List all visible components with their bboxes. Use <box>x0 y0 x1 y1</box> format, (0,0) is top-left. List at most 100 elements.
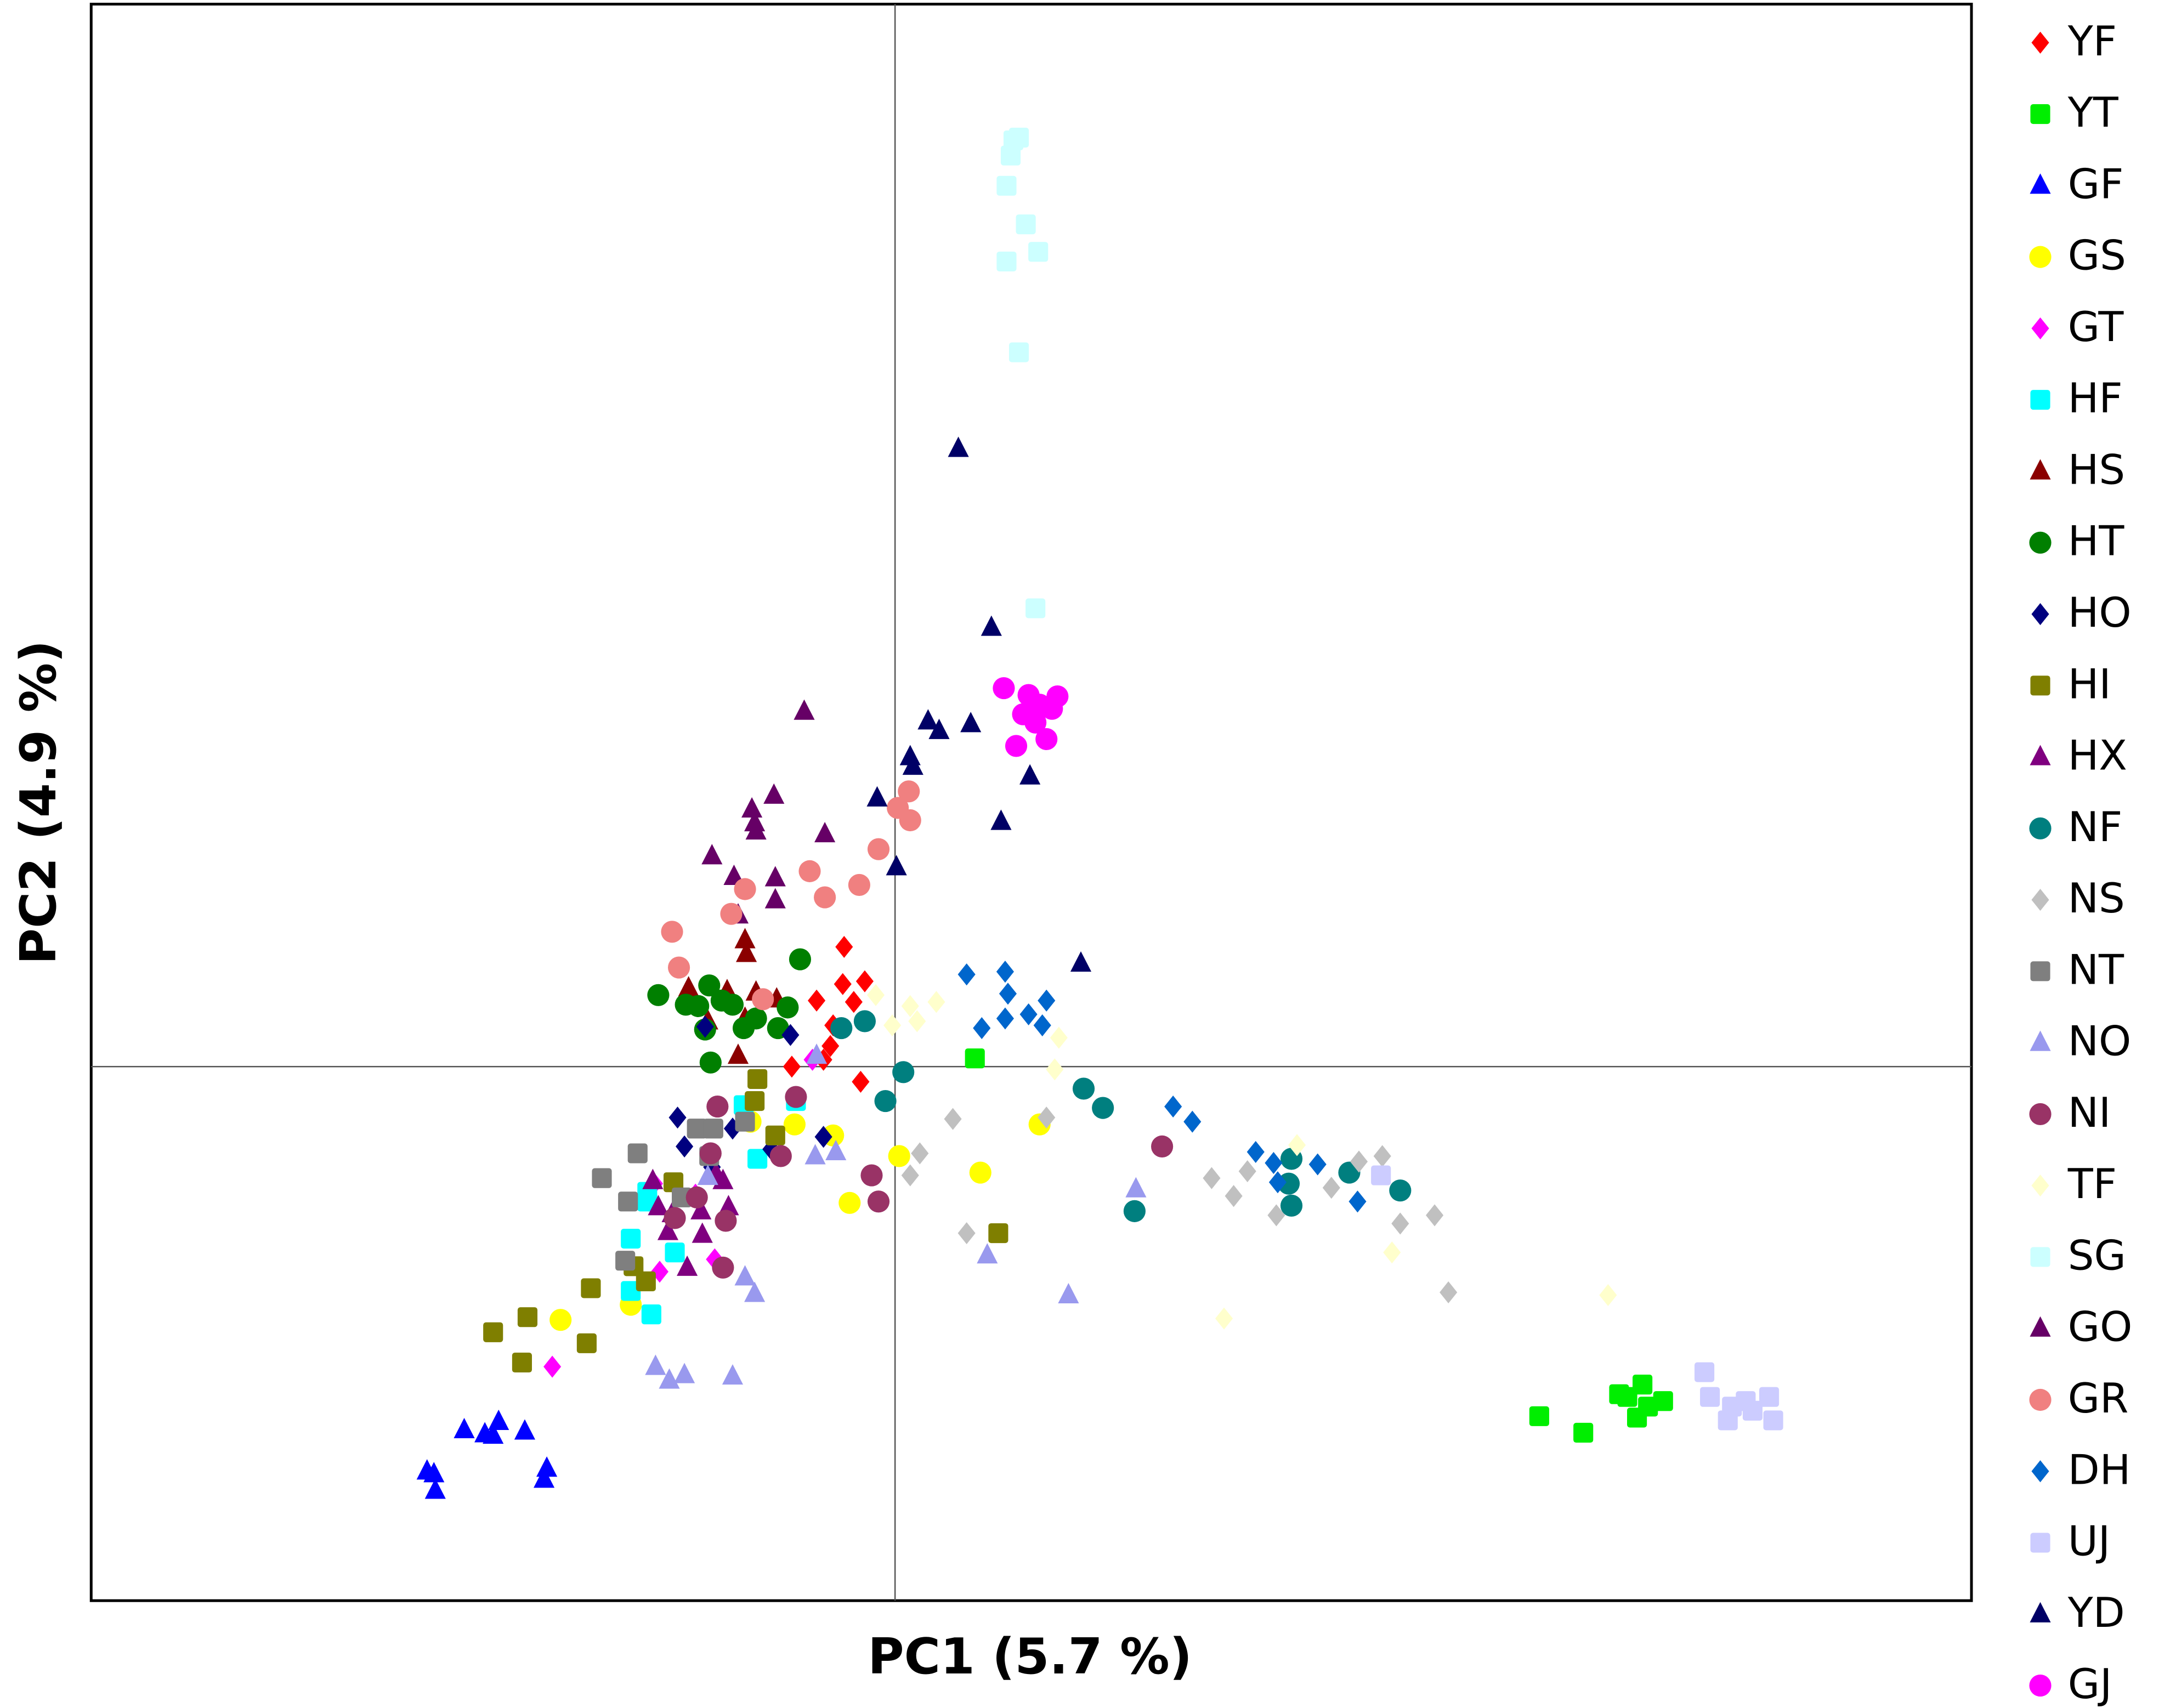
y-axis-title: PC2 (4.9 %) <box>10 640 67 965</box>
point <box>1267 1204 1285 1227</box>
point <box>592 1168 612 1188</box>
point <box>883 1014 902 1037</box>
point <box>514 1419 536 1440</box>
point <box>483 1322 503 1342</box>
point <box>928 718 950 739</box>
point <box>536 1456 558 1477</box>
point <box>1225 1185 1243 1207</box>
point <box>621 1281 641 1301</box>
point <box>685 1186 708 1208</box>
legend-label: YD <box>2067 1588 2125 1637</box>
point <box>1529 1406 1549 1426</box>
legend-label: GR <box>2068 1374 2129 1422</box>
point <box>996 251 1017 271</box>
point <box>1653 1391 1673 1411</box>
legend-label: GJ <box>2068 1660 2112 1708</box>
point <box>744 1281 766 1302</box>
point <box>948 436 969 457</box>
point <box>957 963 976 986</box>
point <box>1322 1177 1340 1199</box>
point <box>830 1017 853 1040</box>
point <box>783 1056 801 1078</box>
point <box>867 1190 890 1213</box>
point <box>1763 1410 1783 1431</box>
point <box>838 1191 861 1214</box>
point <box>741 797 763 818</box>
point <box>957 1222 976 1245</box>
legend-label: YF <box>2067 17 2117 65</box>
point <box>735 1111 755 1132</box>
legend-label: GT <box>2068 303 2124 351</box>
legend-marker <box>2030 676 2050 696</box>
point <box>1058 1283 1079 1304</box>
point <box>734 928 756 949</box>
point <box>901 995 919 1017</box>
point <box>764 866 786 887</box>
legend-label: NI <box>2068 1088 2111 1137</box>
point <box>866 786 888 807</box>
point <box>1092 1097 1114 1119</box>
point <box>1215 1307 1233 1330</box>
point <box>1265 1151 1283 1174</box>
legend-marker <box>2030 104 2050 124</box>
point <box>687 1119 707 1139</box>
point <box>845 991 863 1013</box>
point <box>744 810 766 832</box>
point <box>977 1243 998 1264</box>
legend-label: NT <box>2068 945 2124 994</box>
legend-label: HI <box>2068 660 2111 708</box>
point <box>1151 1135 1174 1157</box>
point <box>752 988 774 1011</box>
point <box>806 1043 828 1064</box>
point <box>1008 127 1029 148</box>
point <box>855 970 874 992</box>
legend-marker <box>2031 889 2049 911</box>
point <box>996 1007 1015 1030</box>
point <box>424 1478 446 1499</box>
legend-label: DH <box>2068 1445 2131 1494</box>
point <box>990 809 1012 830</box>
legend-marker <box>2030 1533 2050 1553</box>
point <box>814 1126 832 1148</box>
point <box>1759 1387 1780 1407</box>
legend-marker <box>2029 817 2052 839</box>
legend-marker <box>2030 1030 2051 1051</box>
point <box>1070 951 1092 972</box>
point <box>701 844 723 865</box>
point <box>1005 735 1028 757</box>
legend-marker <box>2030 1316 2051 1337</box>
point <box>917 709 939 730</box>
point <box>659 1368 680 1389</box>
point <box>1627 1408 1647 1428</box>
point <box>474 1422 496 1443</box>
point <box>703 1119 723 1139</box>
point <box>735 941 757 962</box>
point <box>1038 1106 1056 1129</box>
point <box>1280 1194 1303 1217</box>
legend-marker <box>2031 317 2049 339</box>
point <box>769 1145 792 1167</box>
point <box>1350 1150 1368 1173</box>
point <box>692 1222 713 1243</box>
legend-marker <box>2030 459 2051 480</box>
point <box>1017 684 1040 706</box>
legend-label: SG <box>2068 1231 2126 1279</box>
point <box>1246 1140 1265 1164</box>
point <box>641 1304 661 1325</box>
point <box>699 1142 722 1165</box>
point <box>745 1007 767 1030</box>
legend-label: GF <box>2068 160 2124 208</box>
legend-label: HT <box>2068 517 2125 565</box>
legend-marker <box>2030 1602 2051 1622</box>
legend-marker <box>2029 1103 2052 1125</box>
legend-marker <box>2029 1675 2052 1697</box>
point <box>1742 1400 1763 1421</box>
point <box>1025 598 1046 618</box>
point <box>647 984 670 1006</box>
point <box>898 780 920 803</box>
legend-label: HX <box>2068 731 2127 780</box>
point <box>993 677 1015 700</box>
legend-label: HF <box>2068 374 2123 422</box>
legend-label: HO <box>2068 588 2132 637</box>
point <box>423 1462 445 1483</box>
